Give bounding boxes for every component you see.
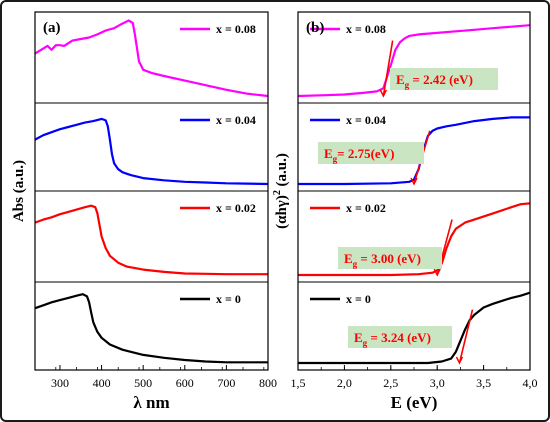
tangent-line <box>458 309 474 364</box>
legend-label: x = 0.02 <box>216 201 256 215</box>
x-tick-label: 600 <box>176 376 194 390</box>
y-axis-label: (αhγ)2 (a.u.) <box>272 153 290 229</box>
y-axis-label: Abs (a.u.) <box>11 160 27 222</box>
series-line-x-0.02 <box>298 202 531 277</box>
legend-label: x = 0 <box>346 292 371 306</box>
x-tick-label: 700 <box>217 376 235 390</box>
x-tick-label: 1,5 <box>291 376 306 390</box>
arrow-icon <box>433 268 441 277</box>
arrow-icon <box>379 89 388 98</box>
legend-label: x = 0.04 <box>216 113 256 127</box>
eg-box <box>318 142 424 164</box>
legend-label: x = 0.02 <box>346 201 386 215</box>
series-line-x-0.08 <box>34 19 269 98</box>
arrow-icon <box>410 177 418 186</box>
x-tick-label: 2,5 <box>383 376 398 390</box>
legend-label: x = 0.08 <box>346 22 386 36</box>
x-tick-label: 2,0 <box>337 376 352 390</box>
eg-box <box>348 326 452 348</box>
legend-label: x = 0.08 <box>216 22 256 36</box>
series-line-x-0.04 <box>34 117 269 186</box>
series-line-x-0 <box>298 291 531 365</box>
series-line-x-0.02 <box>34 204 268 276</box>
x-tick-label: 3,0 <box>430 376 445 390</box>
x-axis-label: E (eV) <box>391 393 438 412</box>
eg-label: Eg = 3.24 (eV) <box>354 330 431 348</box>
panel-label: (b) <box>306 20 324 36</box>
panel-label: (a) <box>43 20 61 36</box>
eg-label: Eg = 3.00 (eV) <box>344 251 421 269</box>
x-tick-label: 4,0 <box>523 376 538 390</box>
series-line-x-0.04 <box>298 116 530 186</box>
arrow-icon <box>455 356 464 365</box>
x-axis-label: λ nm <box>133 393 169 412</box>
legend-label: x = 0 <box>216 292 241 306</box>
x-tick-label: 400 <box>93 376 111 390</box>
series-line-x-0.08 <box>297 24 531 98</box>
panel-a: x = 0.08 x = 0.04 x = 0.02 x = 0 (a) 300 400 50… <box>11 11 277 412</box>
eg-box <box>338 247 442 269</box>
eg-label: Eg = 2.42 (eV) <box>396 72 473 90</box>
eg-label: Eg= 2.75(eV) <box>324 146 394 164</box>
panel-b: x = 0.08 Eg = 2.42 (eV) x = 0.04 Eg= 2.75(e… <box>272 11 538 412</box>
legend-label: x = 0.04 <box>346 113 386 127</box>
x-tick-label: 500 <box>134 376 152 390</box>
x-tick-label: 3,5 <box>476 376 491 390</box>
series-line-x-0 <box>34 293 268 364</box>
x-tick-label: 300 <box>51 376 69 390</box>
x-tick-label: 800 <box>259 376 277 390</box>
tangent-line <box>382 40 394 97</box>
eg-box <box>390 68 498 90</box>
